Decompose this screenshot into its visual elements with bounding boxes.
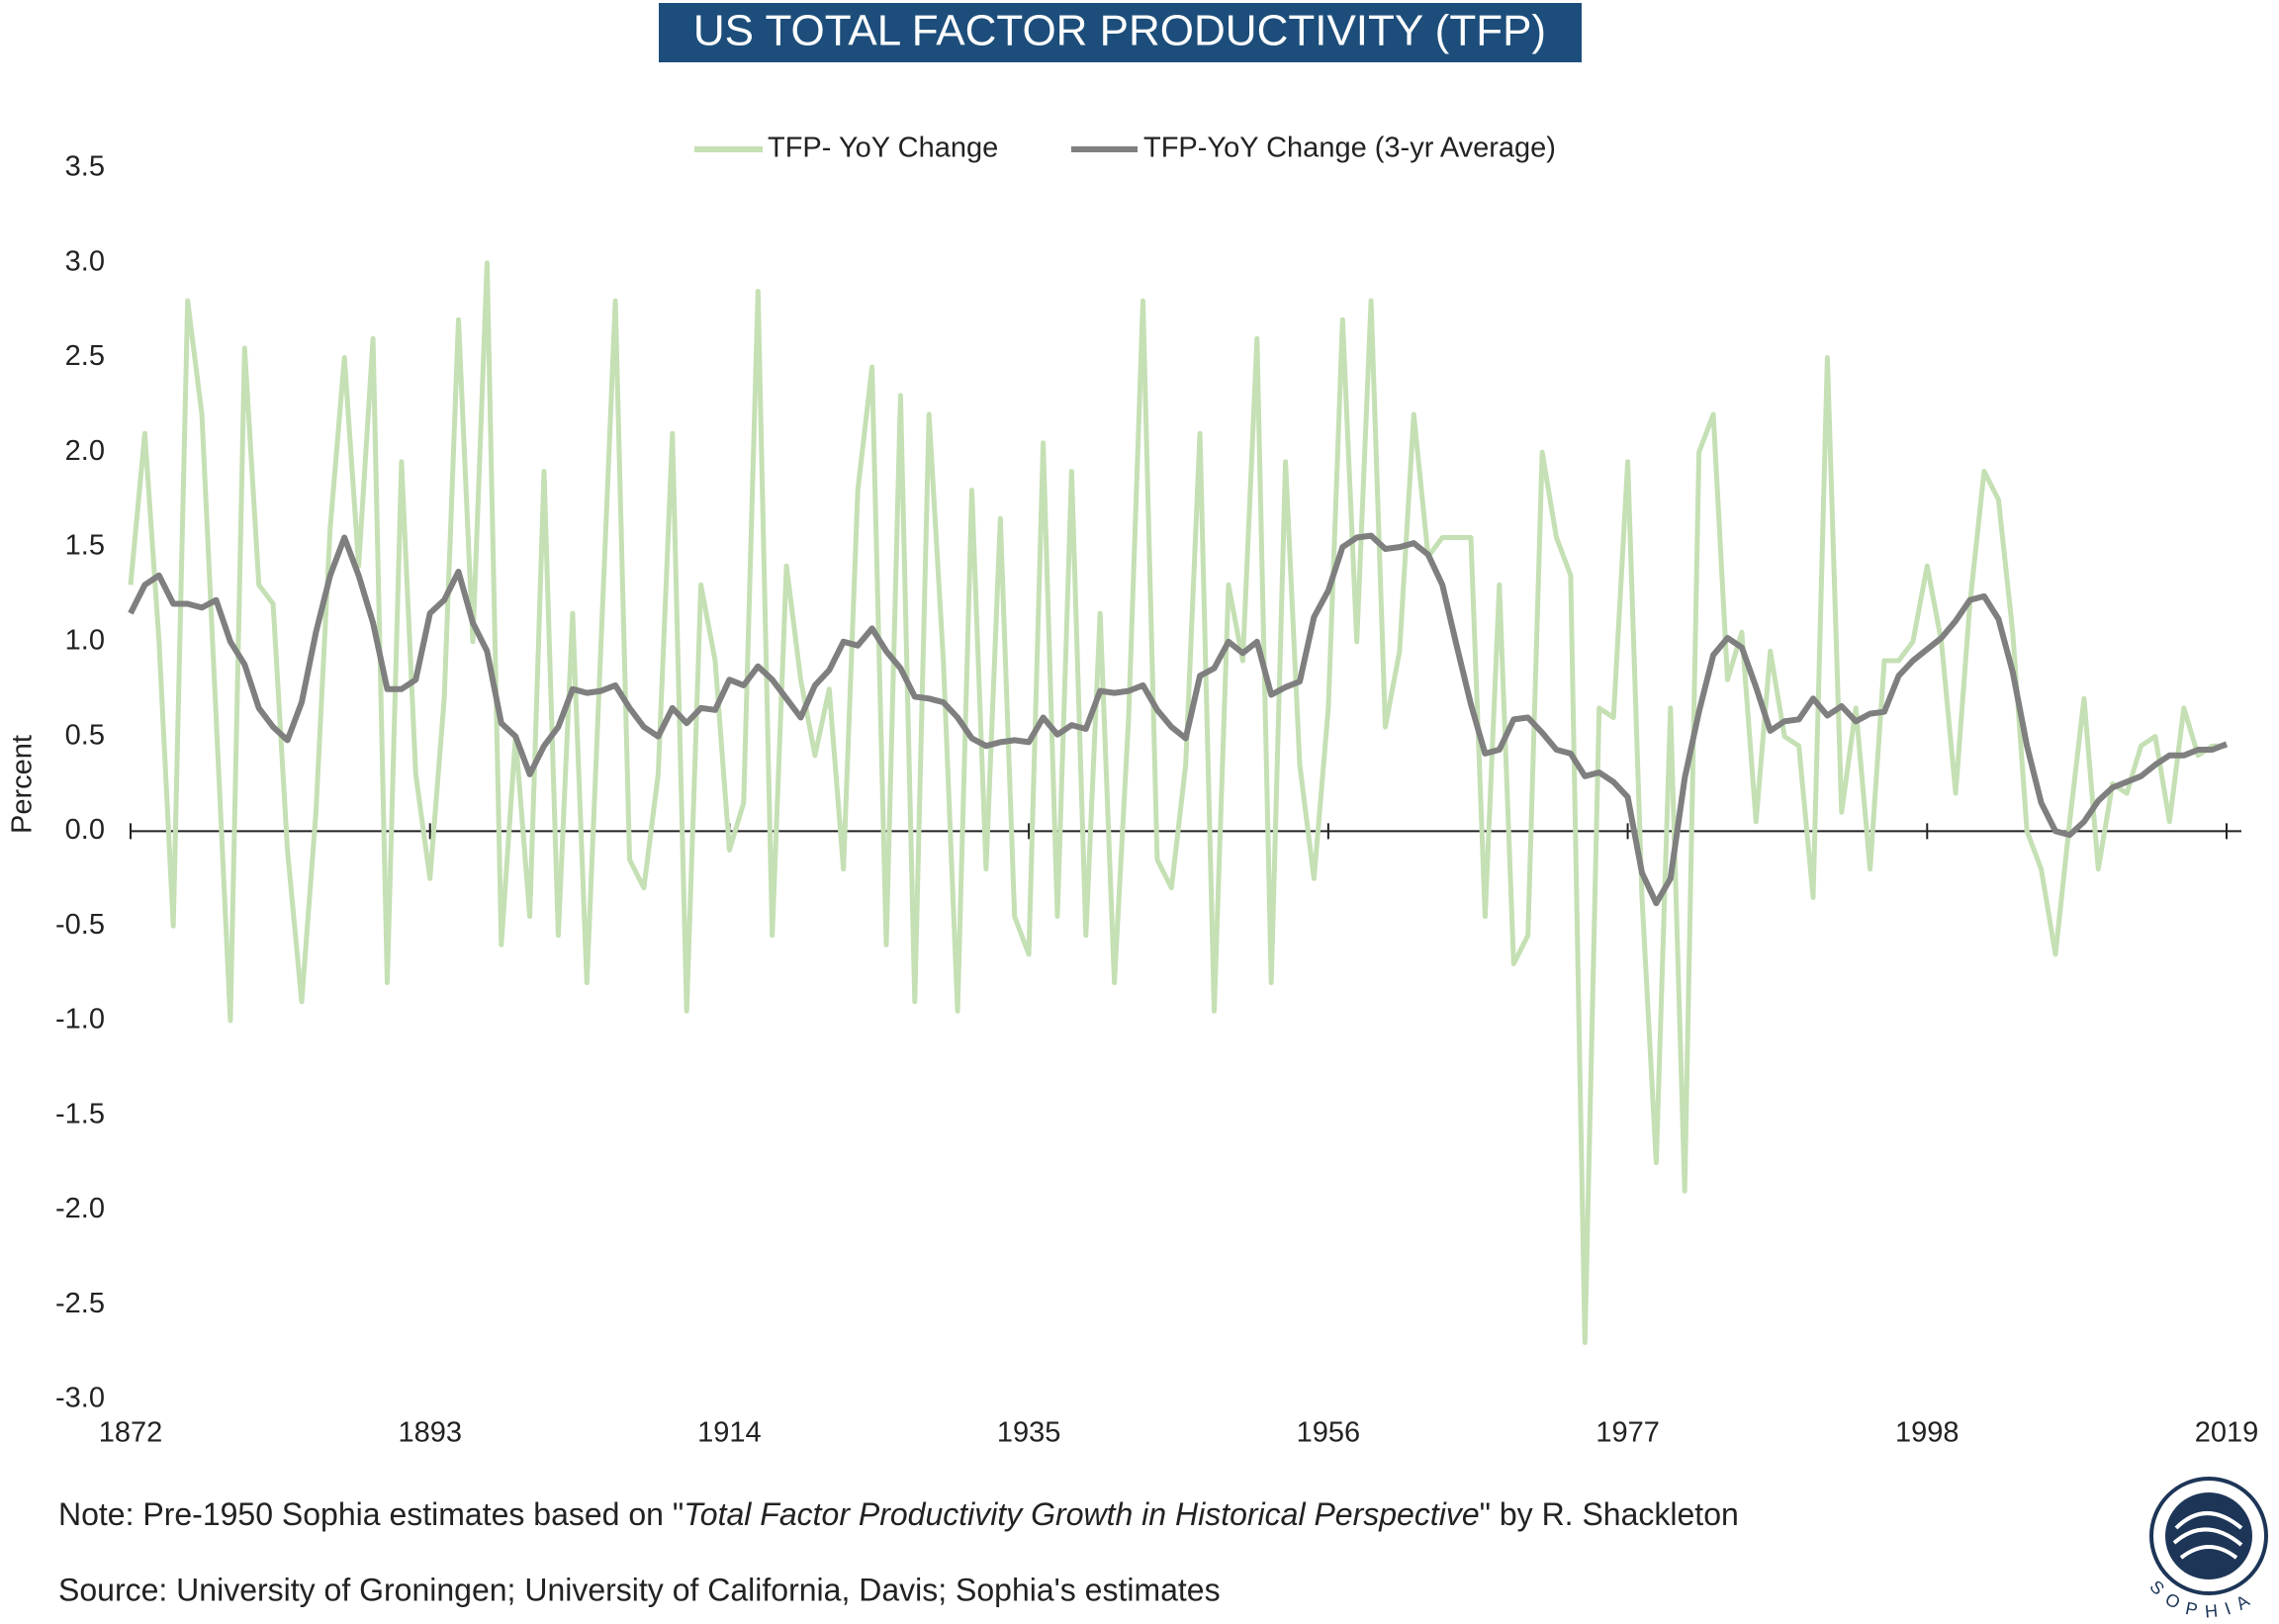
- y-tick-label: -1.5: [55, 1098, 105, 1129]
- y-tick-label: -1.0: [55, 1004, 105, 1036]
- y-tick-label: 1.5: [65, 530, 105, 562]
- logo-hair: [2172, 1511, 2243, 1560]
- title-box: [659, 3, 1582, 62]
- y-tick-label: 3.0: [65, 245, 105, 277]
- source: Source: University of Groningen; Univers…: [58, 1572, 1221, 1607]
- note-italic: Total Factor Productivity Growth in Hist…: [684, 1496, 1479, 1532]
- y-tick-label: 0.5: [65, 719, 105, 751]
- x-tick-label: 1914: [697, 1417, 762, 1449]
- x-tick-label: 1872: [99, 1417, 163, 1449]
- y-axis-label: Percent: [7, 735, 39, 834]
- series-line: [128, 532, 2229, 907]
- y-tick-label: 2.0: [65, 435, 105, 467]
- note-text: Note: Pre-1950 Sophia estimates based on…: [58, 1496, 684, 1532]
- y-tick-label: -3.0: [55, 1383, 105, 1414]
- legend-label: TFP-YoY Change (3-yr Average): [1143, 133, 1556, 164]
- x-tick-label: 1935: [997, 1417, 1061, 1449]
- x-tick-label: 1998: [1895, 1417, 1960, 1449]
- x-tick-label: 1956: [1297, 1417, 1361, 1449]
- y-tick-label: -2.5: [55, 1288, 105, 1319]
- note: Note: Pre-1950 Sophia estimates based on…: [58, 1496, 1739, 1532]
- y-tick-label: 0.0: [65, 814, 105, 846]
- y-tick-label: 1.0: [65, 625, 105, 657]
- legend-label: TFP- YoY Change: [768, 133, 998, 164]
- note-text: " by R. Shackleton: [1480, 1496, 1739, 1532]
- chart-title: US TOTAL FACTOR PRODUCTIVITY (TFP): [693, 7, 1546, 55]
- y-tick-label: -2.0: [55, 1193, 105, 1224]
- y-tick-label: 3.5: [65, 151, 105, 183]
- y-tick-label: -0.5: [55, 909, 105, 941]
- logo: SOPHIA: [2146, 1477, 2268, 1621]
- x-tick-label: 2019: [2195, 1417, 2259, 1449]
- logo-circle: [2149, 1477, 2268, 1595]
- series-line: [128, 260, 2227, 1345]
- y-tick-label: 2.5: [65, 340, 105, 372]
- logo-face: [2165, 1492, 2252, 1579]
- x-tick-label: 1977: [1595, 1417, 1660, 1449]
- x-tick-label: 1893: [398, 1417, 462, 1449]
